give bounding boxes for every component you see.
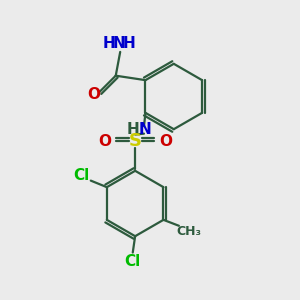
- Text: Cl: Cl: [74, 168, 90, 183]
- Text: Cl: Cl: [124, 254, 140, 269]
- Text: H: H: [103, 36, 115, 51]
- Text: H: H: [126, 122, 139, 137]
- Text: S: S: [129, 132, 142, 150]
- Text: H: H: [123, 36, 136, 51]
- Text: CH₃: CH₃: [176, 225, 201, 238]
- Text: O: O: [98, 134, 111, 148]
- Text: N: N: [112, 36, 125, 51]
- Text: N: N: [139, 122, 152, 137]
- Text: O: O: [88, 87, 100, 102]
- Text: O: O: [159, 134, 172, 148]
